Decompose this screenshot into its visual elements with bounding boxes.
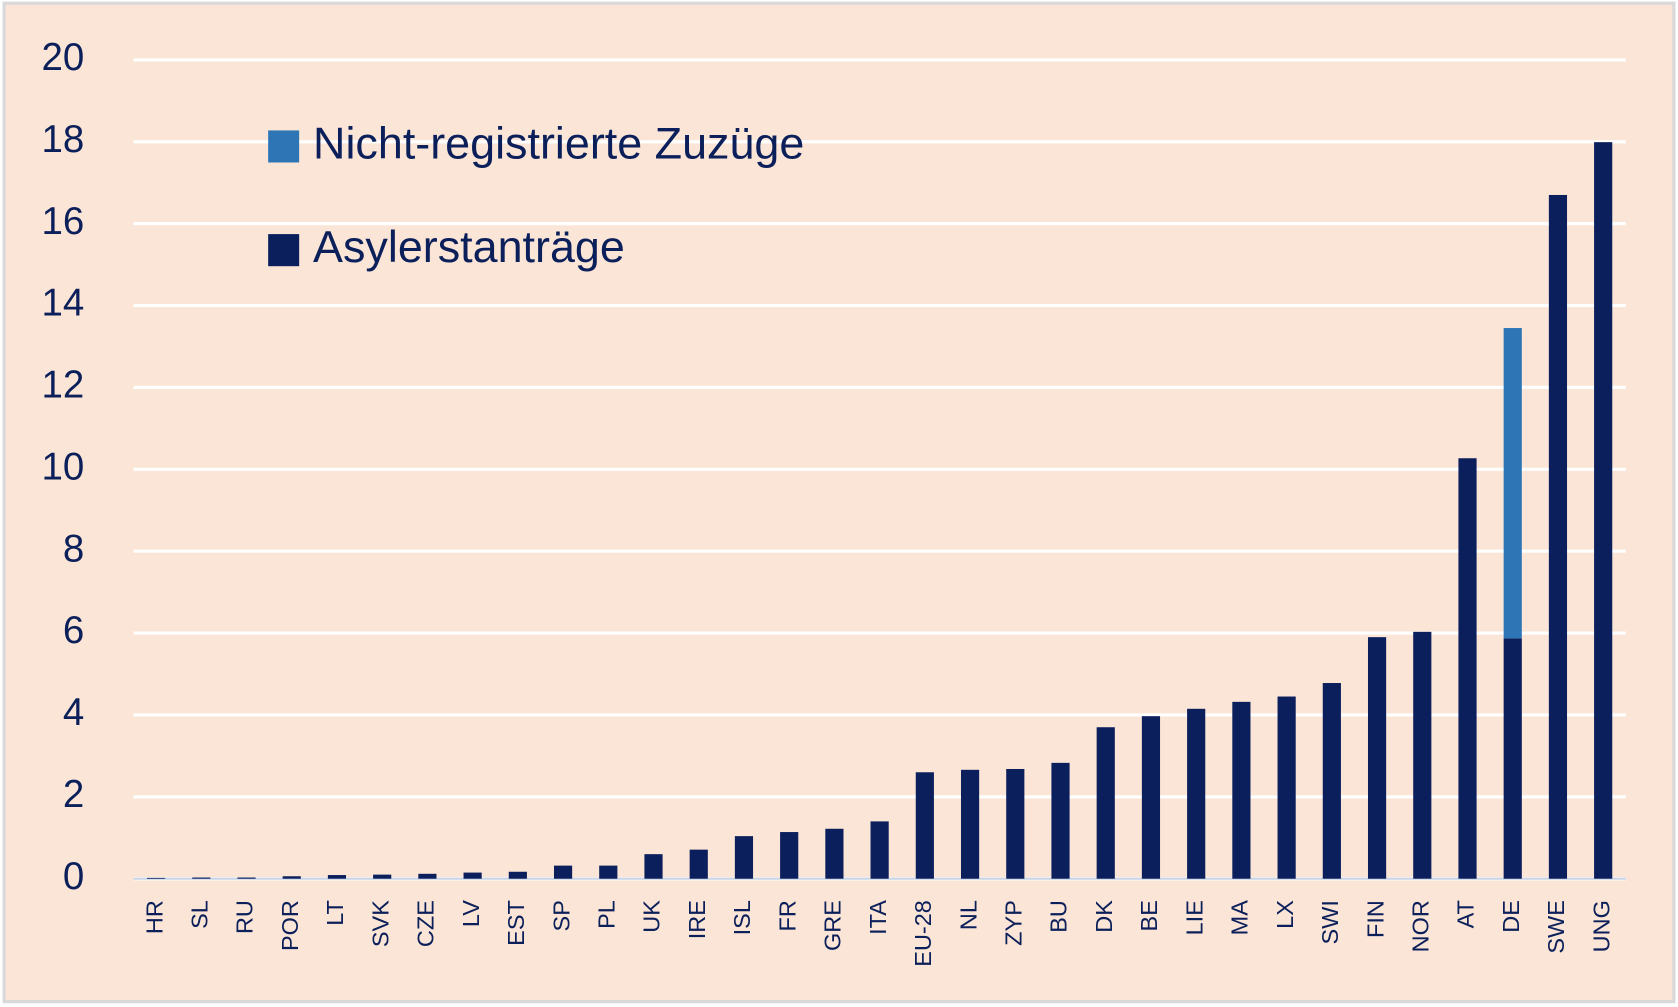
- x-tick-label: LX: [1272, 900, 1298, 929]
- bar-segment: [1006, 768, 1025, 879]
- bar-segment: [1187, 708, 1206, 879]
- bar-segment: [1413, 631, 1432, 879]
- x-tick-label: PL: [593, 900, 619, 929]
- bar-segment: [373, 874, 392, 879]
- bar-segment: [1367, 637, 1387, 879]
- y-tick-label: 16: [41, 200, 84, 243]
- x-tick-label: FIN: [1362, 900, 1388, 938]
- x-tick-label: IRE: [684, 900, 710, 939]
- y-tick-label: 10: [41, 445, 84, 488]
- x-tick-label: ISL: [729, 900, 755, 935]
- bar-segment: [599, 865, 618, 879]
- x-tick-label: RU: [232, 900, 258, 934]
- bar-segment: [1594, 142, 1613, 879]
- bar-segment: [1458, 458, 1477, 879]
- x-tick-label: FR: [774, 900, 800, 931]
- bar-segment: [237, 877, 256, 879]
- y-tick-label: 6: [63, 609, 84, 652]
- x-tick-label: SVK: [367, 900, 393, 947]
- bar-segment: [1277, 696, 1296, 879]
- y-tick-label: 0: [63, 855, 84, 898]
- bar-segment: [1322, 683, 1341, 879]
- x-tick-label: CZE: [413, 900, 439, 947]
- bar-segment: [418, 873, 437, 879]
- legend-swatch: [268, 234, 300, 267]
- legend-label: Nicht-registrierte Zuzüge: [313, 117, 804, 168]
- bar-segment: [282, 876, 301, 879]
- y-tick-label: 18: [41, 118, 84, 161]
- bar-segment: [192, 877, 211, 879]
- bar-segment: [463, 872, 482, 879]
- x-tick-label: MA: [1227, 900, 1253, 936]
- bar-segment: [689, 849, 708, 879]
- x-tick-label: NL: [955, 900, 981, 930]
- x-tick-label: EST: [503, 900, 529, 946]
- x-tick-label: SWI: [1317, 900, 1343, 944]
- bar-segment: [1096, 727, 1115, 879]
- bar-segment: [870, 821, 889, 879]
- x-tick-label: UK: [639, 900, 665, 933]
- legend-swatch: [268, 130, 300, 163]
- bar-segment: [915, 772, 934, 879]
- x-tick-label: ZYP: [1000, 900, 1026, 946]
- bar-segment: [1503, 328, 1522, 639]
- x-tick-label: AT: [1453, 900, 1479, 928]
- x-tick-label: DE: [1498, 900, 1524, 933]
- bar-segment: [780, 832, 799, 879]
- x-tick-label: EU-28: [910, 900, 936, 967]
- legend-label: Asylerstanträge: [313, 221, 625, 272]
- x-tick-label: LT: [322, 900, 348, 926]
- bar-segment: [1232, 701, 1251, 879]
- x-tick-label: BE: [1136, 900, 1162, 931]
- bar-segment: [1503, 638, 1522, 879]
- y-tick-label: 2: [63, 773, 84, 816]
- x-tick-label: SL: [186, 900, 212, 929]
- bar-segment: [960, 769, 980, 879]
- bar-segment: [146, 877, 166, 879]
- y-tick-label: 14: [41, 282, 84, 325]
- x-tick-label: BU: [1046, 900, 1072, 933]
- y-tick-label: 4: [63, 691, 84, 734]
- bar-segment: [1141, 716, 1161, 879]
- x-tick-label: SWE: [1543, 900, 1569, 954]
- bar-segment: [644, 854, 663, 879]
- x-tick-label: NOR: [1407, 900, 1433, 952]
- x-tick-label: DK: [1091, 900, 1117, 933]
- bar-segment: [1548, 194, 1568, 879]
- bar-segment: [825, 828, 844, 879]
- y-tick-label: 20: [41, 36, 84, 79]
- x-tick-label: HR: [141, 900, 167, 934]
- y-tick-label: 12: [41, 364, 84, 407]
- bar-segment: [1051, 762, 1070, 879]
- bar-segment: [553, 865, 573, 879]
- x-tick-label: LV: [458, 900, 484, 927]
- x-tick-label: LIE: [1181, 900, 1207, 935]
- x-tick-label: GRE: [820, 900, 846, 951]
- x-tick-label: ITA: [865, 900, 891, 935]
- y-tick-label: 8: [63, 527, 84, 570]
- bar-segment: [734, 836, 754, 879]
- bar-segment: [327, 875, 347, 879]
- x-tick-label: SP: [548, 900, 574, 931]
- x-tick-label: UNG: [1588, 900, 1614, 952]
- x-tick-label: POR: [277, 900, 303, 951]
- bar-segment: [508, 871, 527, 879]
